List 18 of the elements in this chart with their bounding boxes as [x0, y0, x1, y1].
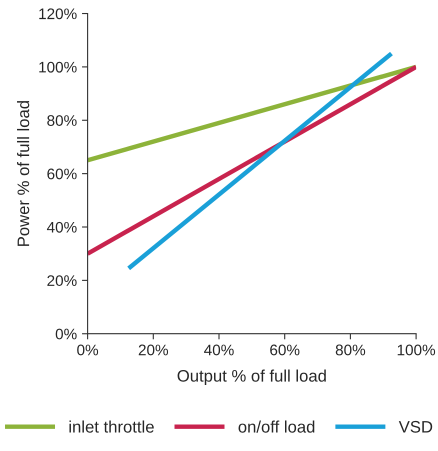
y-tick-label: 80% — [47, 115, 77, 126]
y-axis-title: Power % of full load — [17, 101, 30, 246]
legend-label: on/off load — [238, 420, 314, 433]
y-tick-label: 100% — [39, 62, 77, 73]
legend-label: inlet throttle — [69, 420, 154, 433]
x-tick-label: 0% — [77, 344, 98, 356]
x-tick-label: 100% — [398, 344, 436, 356]
y-tick-label: 40% — [46, 222, 77, 233]
x-axis-title: Output % of full load — [178, 370, 326, 386]
y-tick-label: 20% — [47, 275, 77, 286]
legend-label: VSD — [398, 420, 432, 433]
x-tick-label: 40% — [204, 344, 234, 356]
y-tick-label: 60% — [47, 168, 77, 180]
y-tick-label: 0% — [56, 328, 77, 340]
y-tick-label: 120% — [39, 8, 77, 20]
x-tick-label: 20% — [138, 344, 168, 356]
x-tick-label: 60% — [270, 344, 300, 356]
x-tick-label: 80% — [336, 344, 366, 356]
